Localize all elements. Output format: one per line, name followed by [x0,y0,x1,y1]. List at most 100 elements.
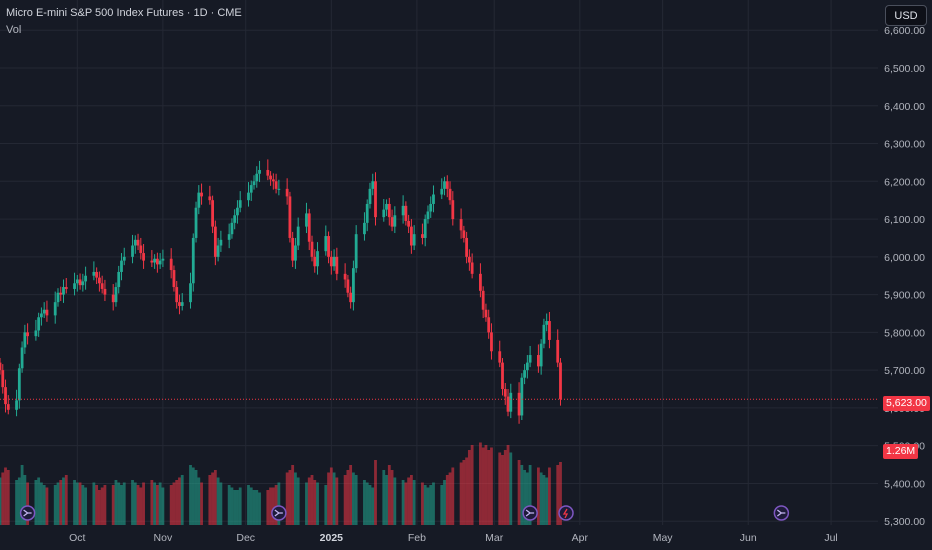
volume-bar [490,447,493,525]
volume-bar [517,460,521,525]
candle-body [1,370,5,388]
volume-bar [343,475,347,525]
candle-body [467,256,471,263]
volume-bar [227,485,231,525]
volume-bar [387,465,391,525]
volume-bar [180,475,184,525]
candle-body [363,222,366,235]
x-tick-label: Apr [572,532,589,544]
candle-body [191,237,195,284]
candle-body [153,258,157,263]
volume-bar [324,485,328,525]
volume-bar [498,452,502,525]
candle-body [20,347,24,369]
candle-body [288,196,292,238]
symbol-title: Micro E-mini S&P 500 Index Futures · 1D … [6,7,242,19]
split-arrow-icon[interactable] [773,505,790,521]
candle-body [34,330,38,337]
volume-bar [274,485,278,525]
volume-bar [100,487,104,525]
candle-body [324,236,328,252]
volume-bar [0,477,2,525]
currency-button[interactable]: USD [885,5,927,26]
candle-body [445,181,449,189]
candle-body [412,234,416,246]
lightning-icon[interactable] [558,505,574,521]
volume-bar [97,490,101,525]
volume-bar [136,485,140,525]
candle-body [59,292,63,295]
candle-body [352,268,355,303]
volume-bar [509,452,513,525]
volume-bar [131,480,134,525]
candle-body [131,245,134,257]
candle-body [266,169,270,176]
volume-bar [1,472,5,525]
volume-bar [390,470,394,525]
volume-bar [208,475,212,525]
candle-body [73,283,76,289]
volume-bar [542,475,546,525]
candle-body [194,207,198,238]
volume-bar [404,482,408,525]
candle-body [465,237,469,257]
candle-body [506,396,510,412]
candle-body [271,179,275,182]
candle-body [440,188,444,195]
candle-body [37,317,41,331]
candle-body [520,377,524,416]
volume-bar [407,477,411,525]
candle-body [426,211,430,220]
volume-bar [352,472,355,525]
y-tick-label: 6,000.00 [884,252,925,264]
candle-body [95,271,99,278]
candle-body [189,283,192,303]
x-tick-label: 2025 [320,532,344,544]
candle-body [117,271,121,288]
candle-body [230,222,234,235]
candle-body [178,302,181,306]
candle-body [172,270,176,288]
candle-body [169,258,173,271]
volume-bar [296,477,300,525]
candle-body [536,355,540,367]
volume-bar [64,475,68,525]
candle-body [103,288,107,295]
x-tick-label: Jul [824,532,837,544]
volume-bar [277,482,281,525]
split-arrow-icon[interactable] [522,505,538,521]
volume-bar [230,487,234,525]
volume-bar [92,482,96,525]
candle-body [327,236,330,257]
last-price-tag: 5,623.00 [883,396,930,411]
volume-bar [103,485,107,525]
volume-bar [194,470,198,525]
split-arrow-icon[interactable] [271,505,287,521]
volume-bar [503,450,507,525]
volume-bar [169,485,173,525]
volume-bar [520,465,524,525]
candle-body [443,181,446,189]
candle-body [393,215,397,227]
volume-bar [23,475,27,525]
candle-body [349,292,353,303]
candle-body [291,237,295,261]
candle-body [525,362,529,371]
volume-bar [6,470,10,525]
x-tick-label: Oct [69,532,85,544]
volume-bar [155,485,159,525]
candle-body [470,262,474,274]
volume-bar [252,490,256,525]
candle-body [296,226,300,246]
y-tick-label: 5,400.00 [884,478,925,490]
volume-tag: 1.26M [883,444,919,459]
volume-indicator-label[interactable]: Vol [6,24,22,36]
volume-bar [426,487,430,525]
split-arrow-icon[interactable] [19,505,36,521]
volume-bar [310,475,314,525]
volume-bar [421,482,424,525]
candle-body [316,251,319,267]
candle-body [139,245,143,254]
volume-bar [247,485,250,525]
